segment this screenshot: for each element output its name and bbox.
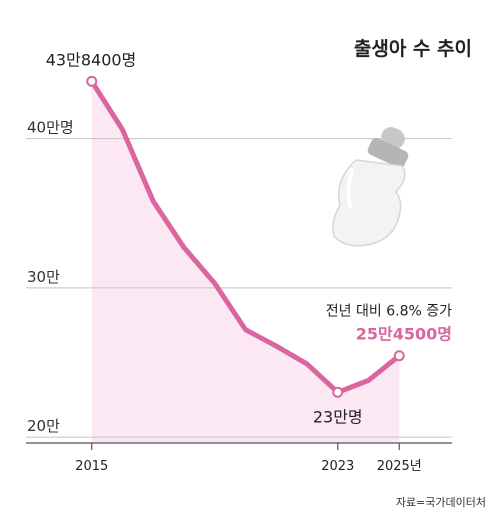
x-tick-label: 2023 [321,459,354,474]
data-point [332,386,344,398]
x-tick-label: 2015 [75,459,108,474]
baby-bottle-icon [332,127,409,247]
series-line [89,78,402,395]
chart-title: 출생아 수 추이 [353,38,472,60]
y-tick-label: 40만명 [27,119,74,137]
start-value-label: 43만8400명 [46,50,137,69]
data-point [86,75,98,87]
end-note-label: 전년 대비 6.8% 증가 [326,304,452,320]
x-tick-label: 2025년 [377,459,422,474]
y-tick-label: 20만 [27,417,60,435]
data-point [393,350,405,362]
area-fill [91,81,400,443]
source-note: 자료=국가데이터처 [395,496,486,509]
min-value-label: 23만명 [313,407,363,426]
y-tick-label: 30만 [27,268,60,286]
end-value-label: 25만4500명 [356,325,452,344]
